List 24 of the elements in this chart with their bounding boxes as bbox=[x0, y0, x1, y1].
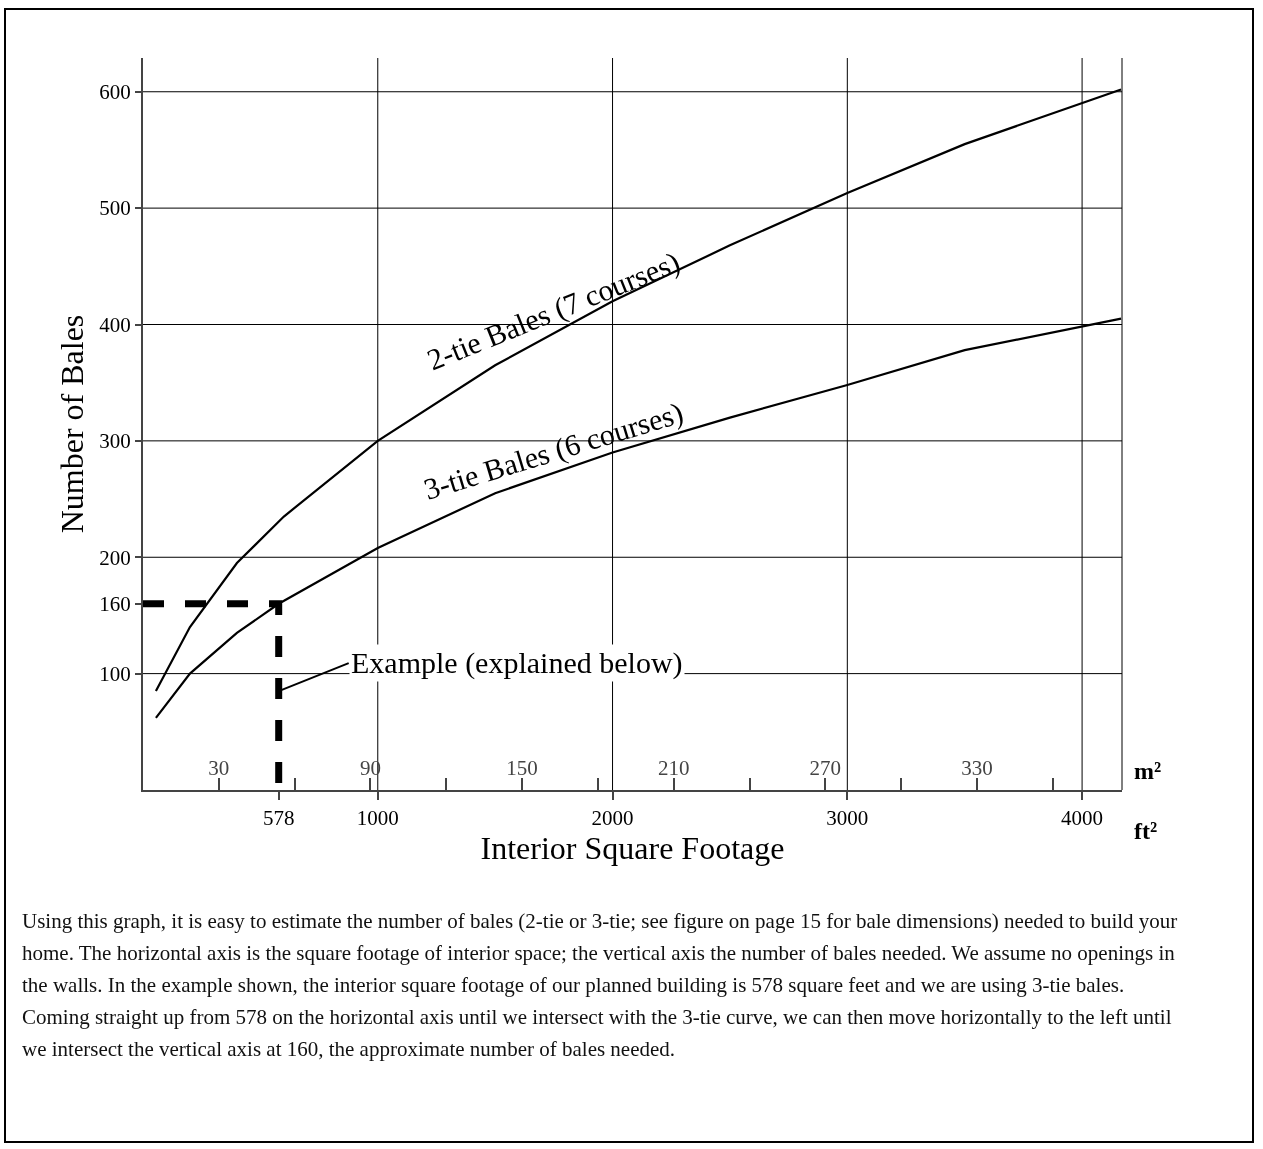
annotation: Example (explained below) bbox=[351, 646, 683, 680]
y-tick-label: 500 bbox=[99, 196, 131, 221]
y-tick-label: 200 bbox=[99, 545, 131, 570]
y-tick-label: 400 bbox=[99, 312, 131, 337]
text: ft² bbox=[1134, 818, 1158, 844]
x-tick-label: 1000 bbox=[356, 806, 399, 831]
y-tick-label: 160 bbox=[99, 592, 131, 617]
y-tick-label: 100 bbox=[99, 661, 131, 686]
y-axis-title: Number of Bales bbox=[54, 314, 91, 534]
x2-tick-label: 150 bbox=[506, 756, 538, 780]
x2-axis-title: m² bbox=[1134, 758, 1162, 784]
x-tick-label: 3000 bbox=[826, 806, 869, 831]
x-axis-title: Interior Square Footage bbox=[480, 830, 785, 867]
x2-tick-label: 330 bbox=[961, 756, 993, 780]
text: 3-tie Bales (6 courses) bbox=[419, 395, 688, 507]
x2-tick-label: 210 bbox=[657, 756, 690, 780]
x-tick-label: 2000 bbox=[591, 806, 634, 831]
y-tick-label: 600 bbox=[99, 80, 131, 105]
x2-tick-label: 30 bbox=[208, 756, 230, 780]
x-tick-label: 578 bbox=[262, 806, 295, 831]
x-tick-label: 4000 bbox=[1061, 806, 1104, 831]
text: Using this graph, it is easy to estimate the number of bales (2-tie or 3-tie; see figure on page 15 for bale dimensions) needed to build your home. The horizontal axis is the square footage of interior space; the vertical axis the number of bales needed. We assume no openings in the walls. In the example shown, the interior square footage of our planned building is 578 square feet and we are using 3-tie bales. Coming straight up from 578 on the horizontal axis until we intersect with the 3-tie curve, we can then move horizontally to the left until we intersect the vertical axis at 160, the approximate number of bales needed. bbox=[22, 908, 1179, 1063]
y-tick-label: 300 bbox=[99, 429, 131, 454]
x2-tick-label: 270 bbox=[809, 756, 842, 780]
